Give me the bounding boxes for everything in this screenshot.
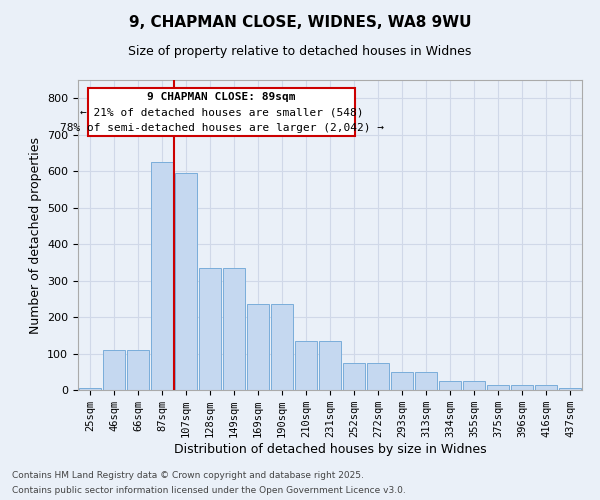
Bar: [439, 381, 461, 390]
Bar: [79, 388, 101, 390]
Bar: [151, 162, 173, 390]
Bar: [511, 384, 533, 390]
Bar: [223, 268, 245, 390]
Text: Contains public sector information licensed under the Open Government Licence v3: Contains public sector information licen…: [12, 486, 406, 495]
Bar: [199, 268, 221, 390]
Text: Contains HM Land Registry data © Crown copyright and database right 2025.: Contains HM Land Registry data © Crown c…: [12, 471, 364, 480]
Bar: [415, 372, 437, 390]
Text: 9, CHAPMAN CLOSE, WIDNES, WA8 9WU: 9, CHAPMAN CLOSE, WIDNES, WA8 9WU: [129, 15, 471, 30]
Bar: [343, 362, 365, 390]
Bar: [319, 341, 341, 390]
Bar: [295, 341, 317, 390]
Bar: [535, 384, 557, 390]
Text: 9 CHAPMAN CLOSE: 89sqm: 9 CHAPMAN CLOSE: 89sqm: [148, 92, 296, 102]
FancyBboxPatch shape: [88, 88, 355, 136]
Bar: [487, 384, 509, 390]
Text: Size of property relative to detached houses in Widnes: Size of property relative to detached ho…: [128, 45, 472, 58]
Y-axis label: Number of detached properties: Number of detached properties: [29, 136, 41, 334]
Bar: [367, 362, 389, 390]
Bar: [271, 304, 293, 390]
Text: 78% of semi-detached houses are larger (2,042) →: 78% of semi-detached houses are larger (…: [59, 123, 383, 133]
Bar: [175, 173, 197, 390]
X-axis label: Distribution of detached houses by size in Widnes: Distribution of detached houses by size …: [173, 443, 487, 456]
Bar: [391, 372, 413, 390]
Bar: [463, 381, 485, 390]
Bar: [103, 350, 125, 390]
Bar: [247, 304, 269, 390]
Bar: [127, 350, 149, 390]
Bar: [559, 388, 581, 390]
Text: ← 21% of detached houses are smaller (548): ← 21% of detached houses are smaller (54…: [80, 108, 364, 118]
